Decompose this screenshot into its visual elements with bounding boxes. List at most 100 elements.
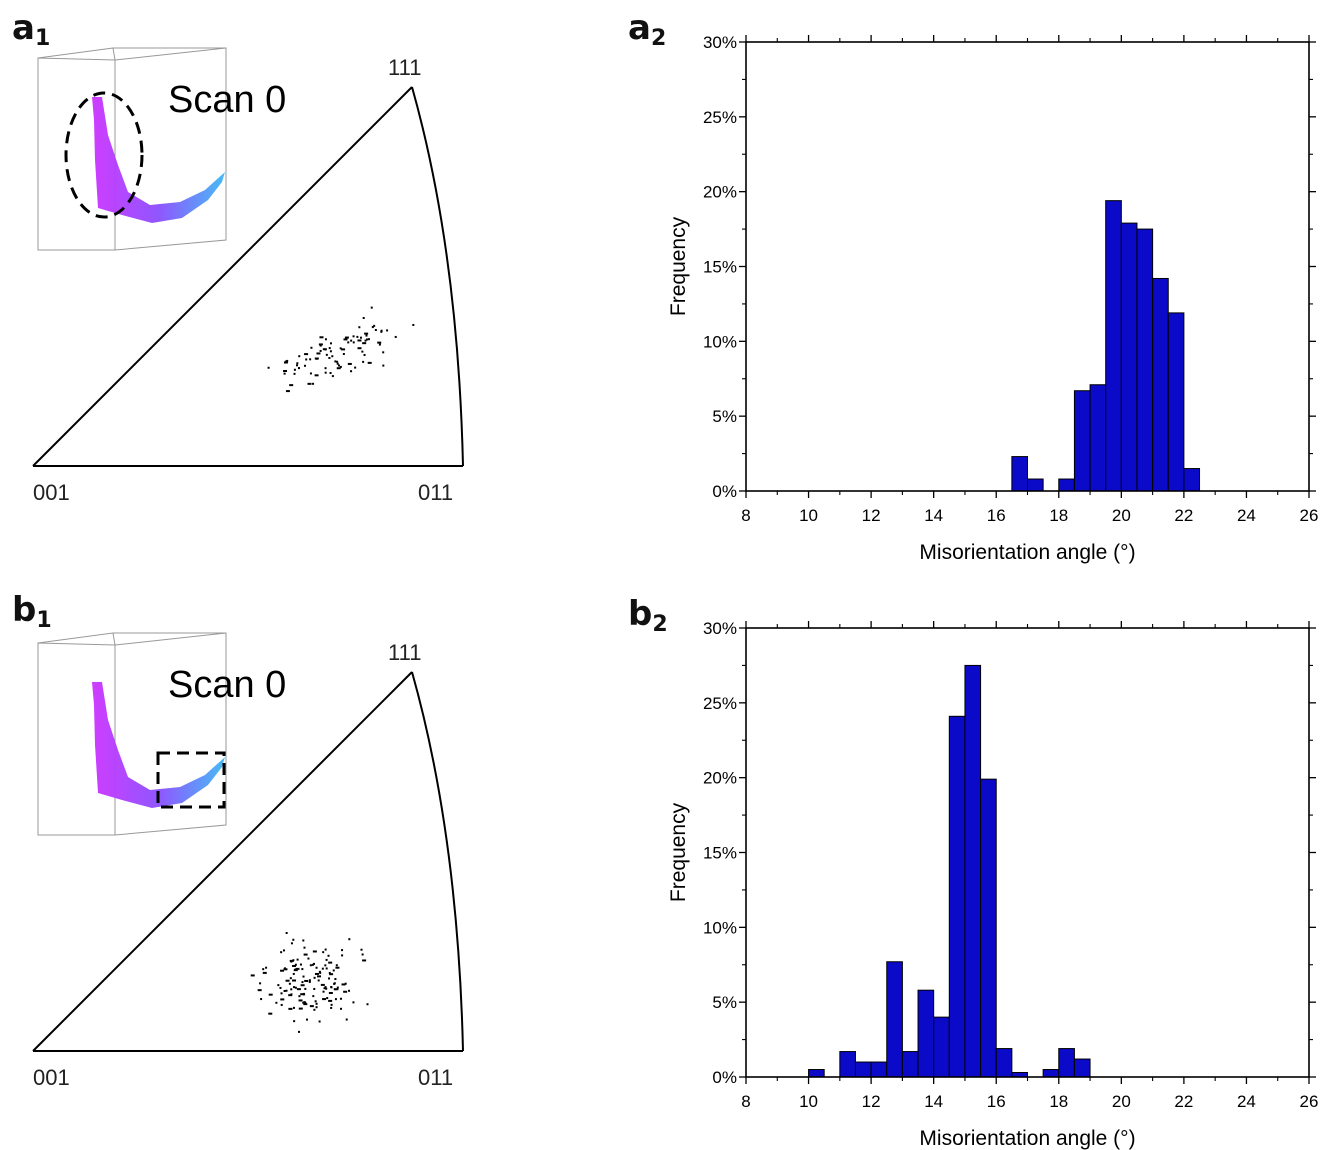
pole-point xyxy=(305,358,308,361)
pole-point xyxy=(317,979,320,982)
corner-label-001: 001 xyxy=(33,1065,70,1090)
pole-point xyxy=(285,979,290,982)
pole-point xyxy=(371,326,374,329)
x-tick-label: 26 xyxy=(1300,506,1319,525)
ipf-arc-edge xyxy=(411,86,464,467)
bar xyxy=(1058,478,1075,492)
pole-point xyxy=(283,372,286,375)
corner-label-111: 111 xyxy=(388,55,421,80)
y-tick-label: 20% xyxy=(703,183,737,202)
pole-point xyxy=(317,975,322,978)
pole-point xyxy=(277,984,280,987)
pole-point xyxy=(280,951,283,954)
pole-point xyxy=(360,948,363,951)
pole-point xyxy=(336,367,341,370)
pole-point xyxy=(348,989,351,992)
pole-point xyxy=(280,969,285,972)
pole-point xyxy=(332,969,335,972)
pole-point xyxy=(362,316,365,319)
pole-point xyxy=(268,993,273,996)
pole-point xyxy=(314,374,319,377)
pole-point xyxy=(286,359,289,362)
ipf-edge xyxy=(32,671,463,1052)
pole-point xyxy=(341,954,344,957)
x-tick-label: 12 xyxy=(862,1092,881,1111)
pole-point xyxy=(288,994,293,997)
y-axis-label: Frequency xyxy=(667,216,690,316)
pole-point xyxy=(328,961,333,964)
pole-point xyxy=(336,986,339,989)
pole-point xyxy=(292,979,297,982)
pole-point xyxy=(345,1018,348,1021)
y-tick-label: 5% xyxy=(712,407,737,426)
pole-point xyxy=(292,938,295,941)
pole-point xyxy=(344,982,347,985)
bar xyxy=(808,1069,825,1078)
pole-point xyxy=(412,323,415,326)
pole-point xyxy=(362,342,367,345)
y-tick-label: 10% xyxy=(703,332,737,351)
pole-point xyxy=(386,329,389,332)
x-tick-label: 10 xyxy=(799,1092,818,1111)
pole-point xyxy=(341,983,346,986)
pole-point xyxy=(321,967,324,970)
ipf-edge xyxy=(32,86,463,467)
pole-point xyxy=(358,326,361,329)
pole-point xyxy=(341,348,346,351)
pole-point xyxy=(314,972,319,975)
bar xyxy=(980,778,997,1078)
pole-point xyxy=(331,355,334,358)
pole-point xyxy=(324,986,327,989)
bar xyxy=(1105,200,1122,492)
pole-point xyxy=(322,951,325,954)
y-tick-label: 15% xyxy=(703,258,737,277)
pole-point xyxy=(296,988,301,991)
pole-point xyxy=(338,364,341,367)
x-tick-label: 26 xyxy=(1300,1092,1319,1111)
pole-point xyxy=(329,350,332,353)
bar xyxy=(948,715,966,1078)
pole-point xyxy=(293,986,296,989)
x-tick-label: 8 xyxy=(741,1092,750,1111)
pole-point xyxy=(380,329,383,332)
panel-label-b1: b1 xyxy=(12,590,52,633)
pole-point xyxy=(319,336,324,339)
pole-point xyxy=(350,339,353,342)
pole-point xyxy=(325,987,328,990)
pole-point xyxy=(322,998,327,1001)
plot-frame xyxy=(745,627,1310,1078)
panel-label-a1: a1 xyxy=(12,8,51,51)
pole-point xyxy=(327,954,330,957)
pole-point xyxy=(319,349,322,352)
pole-point xyxy=(289,977,292,980)
pole-point xyxy=(296,362,299,365)
pole-point xyxy=(308,979,311,982)
pole-point xyxy=(334,360,337,363)
pole-point xyxy=(290,988,293,991)
y-tick-label: 10% xyxy=(703,918,737,937)
pole-point xyxy=(329,973,334,976)
pole-point xyxy=(275,1001,278,1004)
pole-point xyxy=(289,384,294,387)
y-tick-label: 30% xyxy=(703,33,737,52)
y-tick-label: 25% xyxy=(703,108,737,127)
pole-point xyxy=(303,953,308,956)
pole-point xyxy=(313,1008,316,1011)
bar xyxy=(1027,478,1044,492)
pole-point xyxy=(324,371,327,374)
pole-point xyxy=(367,338,370,341)
bar xyxy=(1073,390,1091,492)
panel-label-a2: a2 xyxy=(628,8,667,51)
pole-point xyxy=(339,365,342,368)
pole-point xyxy=(352,335,355,338)
pole-point xyxy=(362,959,367,962)
bar xyxy=(870,1061,888,1078)
pole-point xyxy=(309,372,312,375)
bar xyxy=(839,1051,856,1078)
pole-point xyxy=(314,357,319,360)
pole-point xyxy=(320,983,325,986)
y-tick-label: 0% xyxy=(712,1068,737,1087)
pole-point xyxy=(315,966,318,969)
x-tick-label: 18 xyxy=(1049,506,1068,525)
pole-point xyxy=(329,372,332,375)
